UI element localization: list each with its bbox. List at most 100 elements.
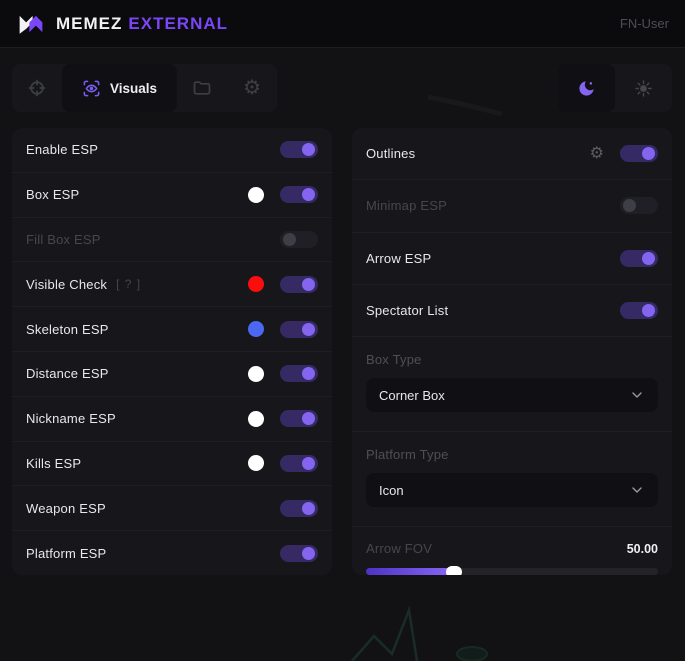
- skeleton-esp-label: Skeleton ESP: [26, 321, 109, 337]
- platform-type-select[interactable]: Icon: [366, 473, 658, 507]
- tab-visuals-label: Visuals: [110, 80, 158, 96]
- row-platform-esp: Platform ESP: [12, 531, 332, 575]
- box-type-value: Corner Box: [379, 387, 445, 403]
- outlines-settings-gear-icon[interactable]: ⚙: [589, 144, 604, 162]
- row-skeleton-esp: Skeleton ESP: [12, 307, 332, 352]
- visible-check-label: Visible Check: [26, 276, 108, 292]
- tab-visuals[interactable]: Visuals: [62, 64, 178, 112]
- kills-esp-label: Kills ESP: [26, 455, 82, 471]
- weapon-esp-label: Weapon ESP: [26, 500, 106, 516]
- toggle-knob: [642, 303, 655, 317]
- row-enable-esp: Enable ESP: [12, 128, 332, 173]
- kills-esp-toggle[interactable]: [280, 454, 318, 472]
- spectator-list-toggle[interactable]: [620, 301, 658, 319]
- row-outlines: Outlines ⚙: [352, 128, 672, 180]
- crosshair-icon: [28, 79, 46, 97]
- nickname-esp-toggle[interactable]: [280, 410, 318, 428]
- minimap-esp-label: Minimap ESP: [366, 198, 447, 214]
- sun-icon: [635, 79, 652, 97]
- toggle-knob: [302, 456, 315, 470]
- arrow-fov-value: 50.00: [626, 541, 658, 556]
- tab-configs[interactable]: [177, 64, 227, 112]
- gear-icon: ⚙: [243, 77, 262, 99]
- arrow-esp-toggle[interactable]: [620, 249, 658, 267]
- tab-bar: Visuals ⚙: [12, 64, 672, 112]
- memez-logo-icon: [19, 15, 43, 34]
- arrow-fov-label: Arrow FOV: [366, 541, 433, 556]
- tab-aimbot[interactable]: [12, 64, 62, 112]
- box-type-section: Box Type Corner Box: [352, 337, 672, 432]
- moon-icon: [579, 80, 594, 96]
- outlines-label: Outlines: [366, 146, 416, 162]
- arrow-fov-slider[interactable]: [366, 565, 658, 575]
- row-visible-check: Visible Check [ ? ]: [12, 262, 332, 307]
- logged-in-user: FN-User: [619, 16, 669, 31]
- outlines-toggle[interactable]: [620, 145, 658, 163]
- esp-panel-left: Enable ESP Box ESP Fill Box ESP Visi: [12, 128, 332, 575]
- row-fill-box-esp: Fill Box ESP: [12, 218, 332, 263]
- dark-theme-button[interactable]: [558, 64, 615, 112]
- arrow-esp-label: Arrow ESP: [366, 250, 432, 266]
- box-esp-color-swatch[interactable]: [248, 186, 264, 203]
- row-spectator-list: Spectator List: [352, 285, 672, 337]
- row-minimap-esp: Minimap ESP: [352, 180, 672, 232]
- nav-tab-group: Visuals ⚙: [12, 64, 278, 112]
- spectator-list-label: Spectator List: [366, 302, 449, 318]
- eye-scan-icon: [83, 80, 100, 96]
- arrow-fov-slider-knob[interactable]: [445, 565, 462, 575]
- row-arrow-esp: Arrow ESP: [352, 233, 672, 285]
- enable-esp-label: Enable ESP: [26, 142, 99, 158]
- skeleton-esp-color-swatch[interactable]: [248, 321, 264, 338]
- toggle-knob: [302, 501, 315, 515]
- weapon-esp-toggle[interactable]: [280, 499, 318, 517]
- platform-esp-label: Platform ESP: [26, 545, 107, 561]
- toggle-knob: [642, 251, 655, 265]
- distance-esp-label: Distance ESP: [26, 366, 109, 382]
- toggle-knob: [302, 546, 315, 560]
- arrow-fov-section: Arrow FOV 50.00: [352, 527, 672, 575]
- toggle-knob: [623, 199, 636, 213]
- distance-esp-toggle[interactable]: [280, 365, 318, 383]
- arrow-fov-slider-fill: [366, 565, 462, 575]
- platform-type-section: Platform Type Icon: [352, 432, 672, 527]
- brand-name: MEMEZ: [56, 13, 123, 33]
- minimap-esp-toggle[interactable]: [620, 197, 658, 215]
- kills-esp-color-swatch[interactable]: [248, 455, 264, 472]
- nickname-esp-color-swatch[interactable]: [248, 410, 264, 427]
- brand-accent-name: EXTERNAL: [128, 13, 229, 33]
- row-weapon-esp: Weapon ESP: [12, 486, 332, 531]
- title-bar: MEMEZ EXTERNAL FN-User: [0, 0, 685, 48]
- toggle-knob: [302, 412, 315, 426]
- row-box-esp: Box ESP: [12, 173, 332, 218]
- toggle-knob: [302, 143, 315, 157]
- toggle-knob: [283, 232, 296, 246]
- row-nickname-esp: Nickname ESP: [12, 397, 332, 442]
- box-esp-toggle[interactable]: [280, 186, 318, 204]
- fill-box-esp-toggle[interactable]: [280, 230, 318, 248]
- visible-check-toggle[interactable]: [280, 275, 318, 293]
- box-esp-label: Box ESP: [26, 187, 80, 203]
- enable-esp-toggle[interactable]: [280, 141, 318, 159]
- light-theme-button[interactable]: [615, 64, 672, 112]
- visible-check-help-hint[interactable]: [ ? ]: [116, 277, 142, 292]
- toggle-knob: [302, 367, 315, 381]
- toggle-knob: [302, 277, 315, 291]
- platform-type-label: Platform Type: [366, 447, 449, 462]
- row-distance-esp: Distance ESP: [12, 352, 332, 397]
- platform-esp-toggle[interactable]: [280, 544, 318, 562]
- distance-esp-color-swatch[interactable]: [248, 365, 264, 382]
- tab-settings[interactable]: ⚙: [227, 64, 277, 112]
- visible-check-color-swatch[interactable]: [248, 276, 264, 293]
- toggle-knob: [302, 188, 315, 202]
- box-type-select[interactable]: Corner Box: [366, 378, 658, 412]
- esp-panel-right: Outlines ⚙ Minimap ESP Arrow ESP Spec: [352, 128, 672, 575]
- skeleton-esp-toggle[interactable]: [280, 320, 318, 338]
- box-type-label: Box Type: [366, 352, 422, 367]
- chevron-down-icon: [632, 392, 642, 398]
- row-kills-esp: Kills ESP: [12, 442, 332, 487]
- settings-panels: Enable ESP Box ESP Fill Box ESP Visi: [12, 128, 672, 575]
- toggle-knob: [302, 322, 315, 336]
- platform-type-value: Icon: [379, 482, 404, 498]
- theme-toggle-group: [558, 64, 672, 112]
